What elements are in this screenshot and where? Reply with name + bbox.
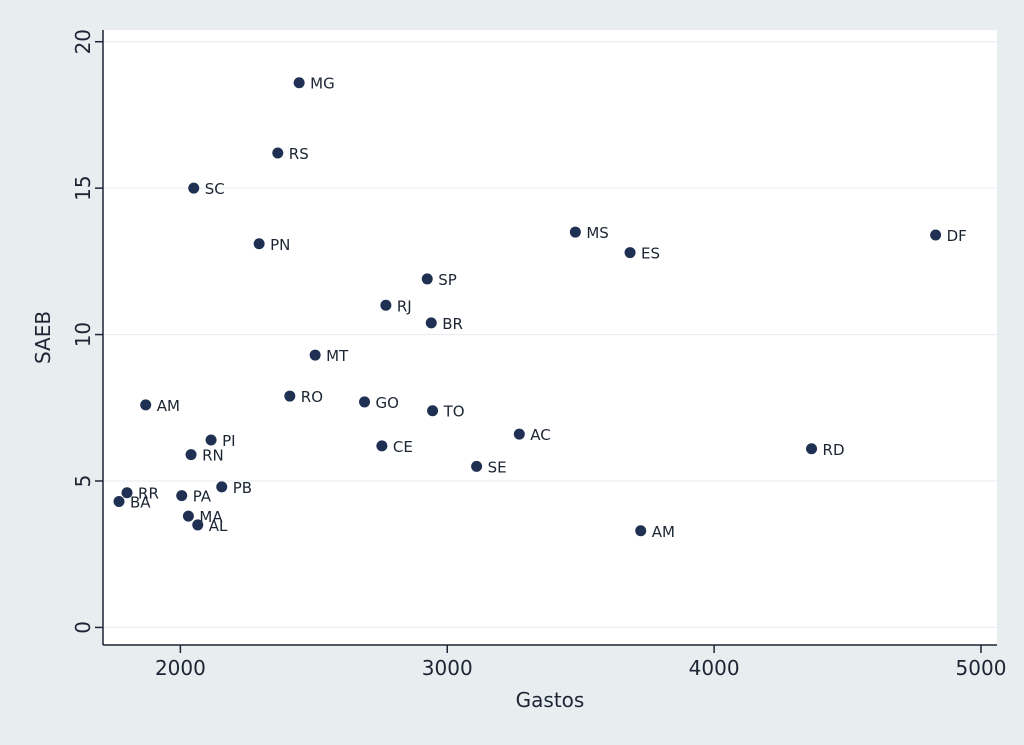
data-point-label: DF <box>947 227 967 245</box>
data-point <box>272 147 284 159</box>
data-point <box>930 229 942 241</box>
data-point <box>421 273 433 285</box>
x-axis-title: Gastos <box>516 688 585 712</box>
y-tick-label: 15 <box>71 175 95 200</box>
data-point-label: RS <box>289 145 309 163</box>
data-point <box>513 428 525 440</box>
data-point-label: RN <box>202 447 224 465</box>
data-point <box>192 519 204 531</box>
data-point <box>806 443 818 455</box>
data-point <box>216 481 228 493</box>
data-point <box>425 317 437 329</box>
data-point <box>427 405 439 417</box>
data-point <box>253 238 265 250</box>
data-points: MG RS SC PN MS ES DF SP RJ BR MT RO GO TO AM AC PI CE RD RN… <box>113 75 967 541</box>
y-axis-title: SAEB <box>31 311 55 364</box>
data-point <box>205 434 217 446</box>
data-point-label: BR <box>442 315 463 333</box>
x-tick-label: 4000 <box>689 656 740 680</box>
data-point-label: MT <box>326 347 349 365</box>
data-point <box>182 510 194 522</box>
gridlines <box>103 41 997 628</box>
data-point-label: SC <box>205 180 225 198</box>
data-point-label: AL <box>209 517 228 535</box>
data-point <box>359 396 371 408</box>
x-tick-label: 2000 <box>155 656 206 680</box>
data-point <box>176 490 188 502</box>
data-point-label: RJ <box>397 297 412 315</box>
y-tick-label: 0 <box>71 621 95 634</box>
data-point-label: PB <box>233 479 252 497</box>
data-point-label: SE <box>488 458 507 476</box>
data-point <box>113 496 125 507</box>
y-tick-label: 5 <box>71 475 95 488</box>
data-point <box>188 182 200 194</box>
data-point-label: CE <box>393 438 413 456</box>
data-point-label: BA <box>130 494 151 512</box>
data-point <box>309 349 321 361</box>
data-point-label: RD <box>823 441 845 459</box>
data-point <box>293 77 305 89</box>
x-tick-label: 5000 <box>956 656 1007 680</box>
data-point <box>569 226 581 238</box>
data-point-label: ES <box>641 245 660 263</box>
x-tick-label: 3000 <box>422 656 473 680</box>
data-point <box>121 487 133 499</box>
data-point <box>376 440 388 452</box>
data-point-label: PI <box>222 432 235 450</box>
data-point-label: GO <box>376 394 399 412</box>
data-point-label: AM <box>157 397 180 415</box>
data-point <box>624 247 636 259</box>
data-point-label: MA <box>199 508 223 526</box>
data-point-label: PA <box>193 488 212 506</box>
data-point <box>140 399 152 411</box>
data-point-label: AM <box>652 523 675 541</box>
data-point-label: MG <box>310 75 335 93</box>
data-point <box>471 460 483 472</box>
data-point-label: AC <box>530 426 550 444</box>
y-tick-label: 20 <box>71 29 95 54</box>
data-point <box>284 390 296 402</box>
data-point <box>185 449 197 461</box>
data-point <box>635 525 647 537</box>
data-point-label: RO <box>301 388 323 406</box>
y-tick-label: 10 <box>71 322 95 347</box>
data-point-label: TO <box>443 403 465 421</box>
data-point-label: RR <box>138 485 159 503</box>
data-point <box>380 299 392 311</box>
data-point-label: PN <box>270 236 290 254</box>
data-point-label: MS <box>586 224 608 242</box>
plot-area <box>103 30 997 645</box>
data-point-label: SP <box>438 271 457 289</box>
axes: 0 5 10 15 20 2000 3000 4000 5000 <box>71 29 1006 680</box>
